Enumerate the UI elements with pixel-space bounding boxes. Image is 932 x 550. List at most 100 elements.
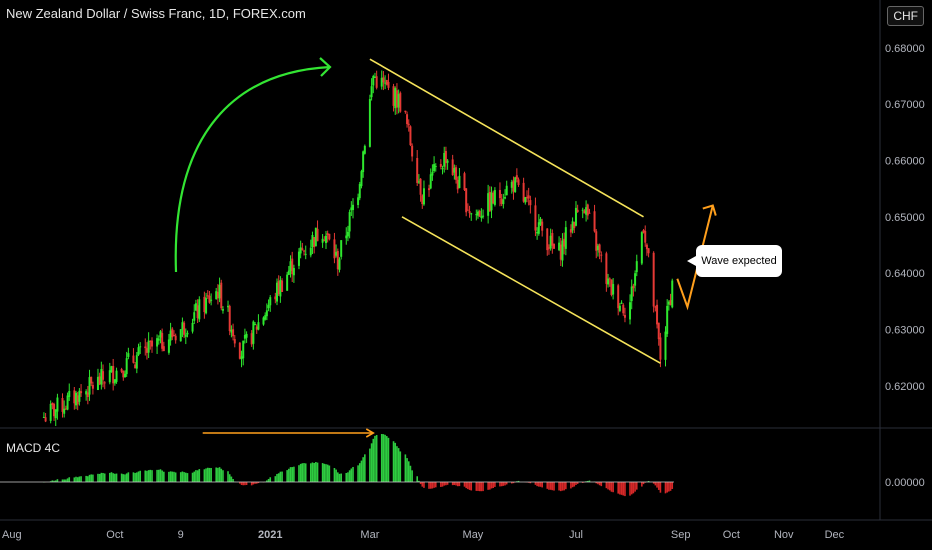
candle	[431, 164, 434, 181]
macd-bar	[669, 482, 672, 491]
candle	[645, 243, 648, 256]
candle	[220, 279, 223, 311]
candle	[551, 229, 554, 254]
macd-bar	[266, 480, 268, 482]
candle	[262, 316, 265, 326]
macd-bar	[68, 477, 71, 482]
candle	[522, 177, 525, 203]
macd-bar	[364, 454, 366, 482]
candle	[563, 232, 566, 255]
time-tick-4: Mar	[360, 529, 379, 541]
macd-bar	[206, 467, 209, 482]
candle	[169, 322, 172, 346]
candle	[125, 351, 128, 377]
candle	[335, 244, 338, 258]
candle	[517, 177, 520, 187]
candle	[456, 176, 459, 194]
currency-badge[interactable]: CHF	[887, 6, 924, 26]
candle	[640, 231, 643, 266]
macd-bar	[429, 482, 432, 489]
candle	[230, 325, 233, 338]
macd-bar	[267, 478, 270, 482]
candle	[156, 334, 159, 354]
candle	[502, 193, 505, 209]
time-axis[interactable]: Aug Oct 9 2021 Mar May Jul Sep Oct Nov Dec	[2, 529, 845, 541]
candle	[149, 340, 152, 350]
macd-bar	[88, 474, 91, 482]
macd-divergence-arrowhead	[365, 428, 375, 438]
time-tick-0: Aug	[2, 529, 22, 541]
macd-bar	[641, 482, 643, 487]
macd-bar	[274, 476, 277, 482]
price-axis[interactable]: 0.62000 0.63000 0.64000 0.65000 0.66000 0.670…	[885, 43, 925, 489]
candle	[666, 299, 669, 337]
macd-bar	[174, 472, 177, 482]
candle	[309, 239, 312, 258]
projection-path	[676, 205, 714, 311]
macd-bar	[433, 482, 435, 488]
candle	[73, 386, 76, 410]
macd-bar	[51, 480, 54, 482]
candle	[446, 159, 449, 170]
candle	[375, 70, 378, 90]
candle	[610, 279, 613, 297]
candle	[167, 333, 170, 355]
grid-lines	[0, 0, 932, 521]
macd-bar	[385, 436, 388, 482]
candle	[100, 361, 103, 390]
macd-bar	[404, 454, 407, 482]
macd-bar	[183, 472, 185, 482]
macd-bar	[63, 479, 65, 482]
candle	[642, 228, 645, 234]
candle	[434, 163, 437, 172]
chart-title: New Zealand Dollar / Swiss Franc, 1D, FO…	[6, 6, 306, 21]
macd-bar	[220, 468, 223, 482]
candle	[409, 125, 412, 147]
macd-bar	[487, 482, 489, 490]
macd-bar	[505, 482, 508, 485]
macd-bar	[392, 441, 395, 482]
candle	[115, 367, 118, 384]
candle	[127, 347, 130, 360]
candle	[281, 278, 284, 292]
candle	[558, 236, 561, 252]
macd-bar	[191, 472, 194, 482]
time-tick-8: Oct	[723, 529, 740, 541]
candle	[179, 328, 182, 342]
macd-bar	[80, 476, 82, 482]
candles	[42, 70, 674, 426]
candle	[657, 322, 660, 346]
price-tick-0: 0.62000	[885, 381, 925, 393]
candle	[348, 209, 351, 239]
candle	[514, 176, 517, 193]
candle	[184, 328, 187, 345]
candle	[561, 233, 564, 267]
candle	[123, 370, 126, 378]
candle	[279, 276, 282, 303]
candle	[232, 323, 235, 341]
candle	[559, 237, 562, 267]
price-tick-2: 0.64000	[885, 268, 925, 280]
time-tick-2: 9	[178, 529, 184, 541]
candle	[512, 176, 515, 200]
candle	[181, 317, 184, 338]
macd-bar	[652, 482, 655, 484]
candle	[269, 295, 272, 312]
candle	[196, 299, 199, 324]
macd-bar	[159, 469, 162, 482]
price-tick-1: 0.63000	[885, 324, 925, 336]
macd-bar	[374, 435, 376, 482]
candle	[264, 312, 267, 321]
macd-bar	[127, 472, 130, 482]
time-tick-9: Nov	[774, 529, 794, 541]
time-tick-6: Jul	[569, 529, 583, 541]
price-tick-5: 0.67000	[885, 99, 925, 111]
macd-bar	[610, 482, 613, 492]
candle	[493, 187, 496, 207]
macd-bar	[478, 482, 481, 492]
candle	[429, 168, 432, 190]
candle	[569, 224, 572, 238]
candle	[500, 193, 503, 207]
macd-bar	[311, 462, 314, 482]
